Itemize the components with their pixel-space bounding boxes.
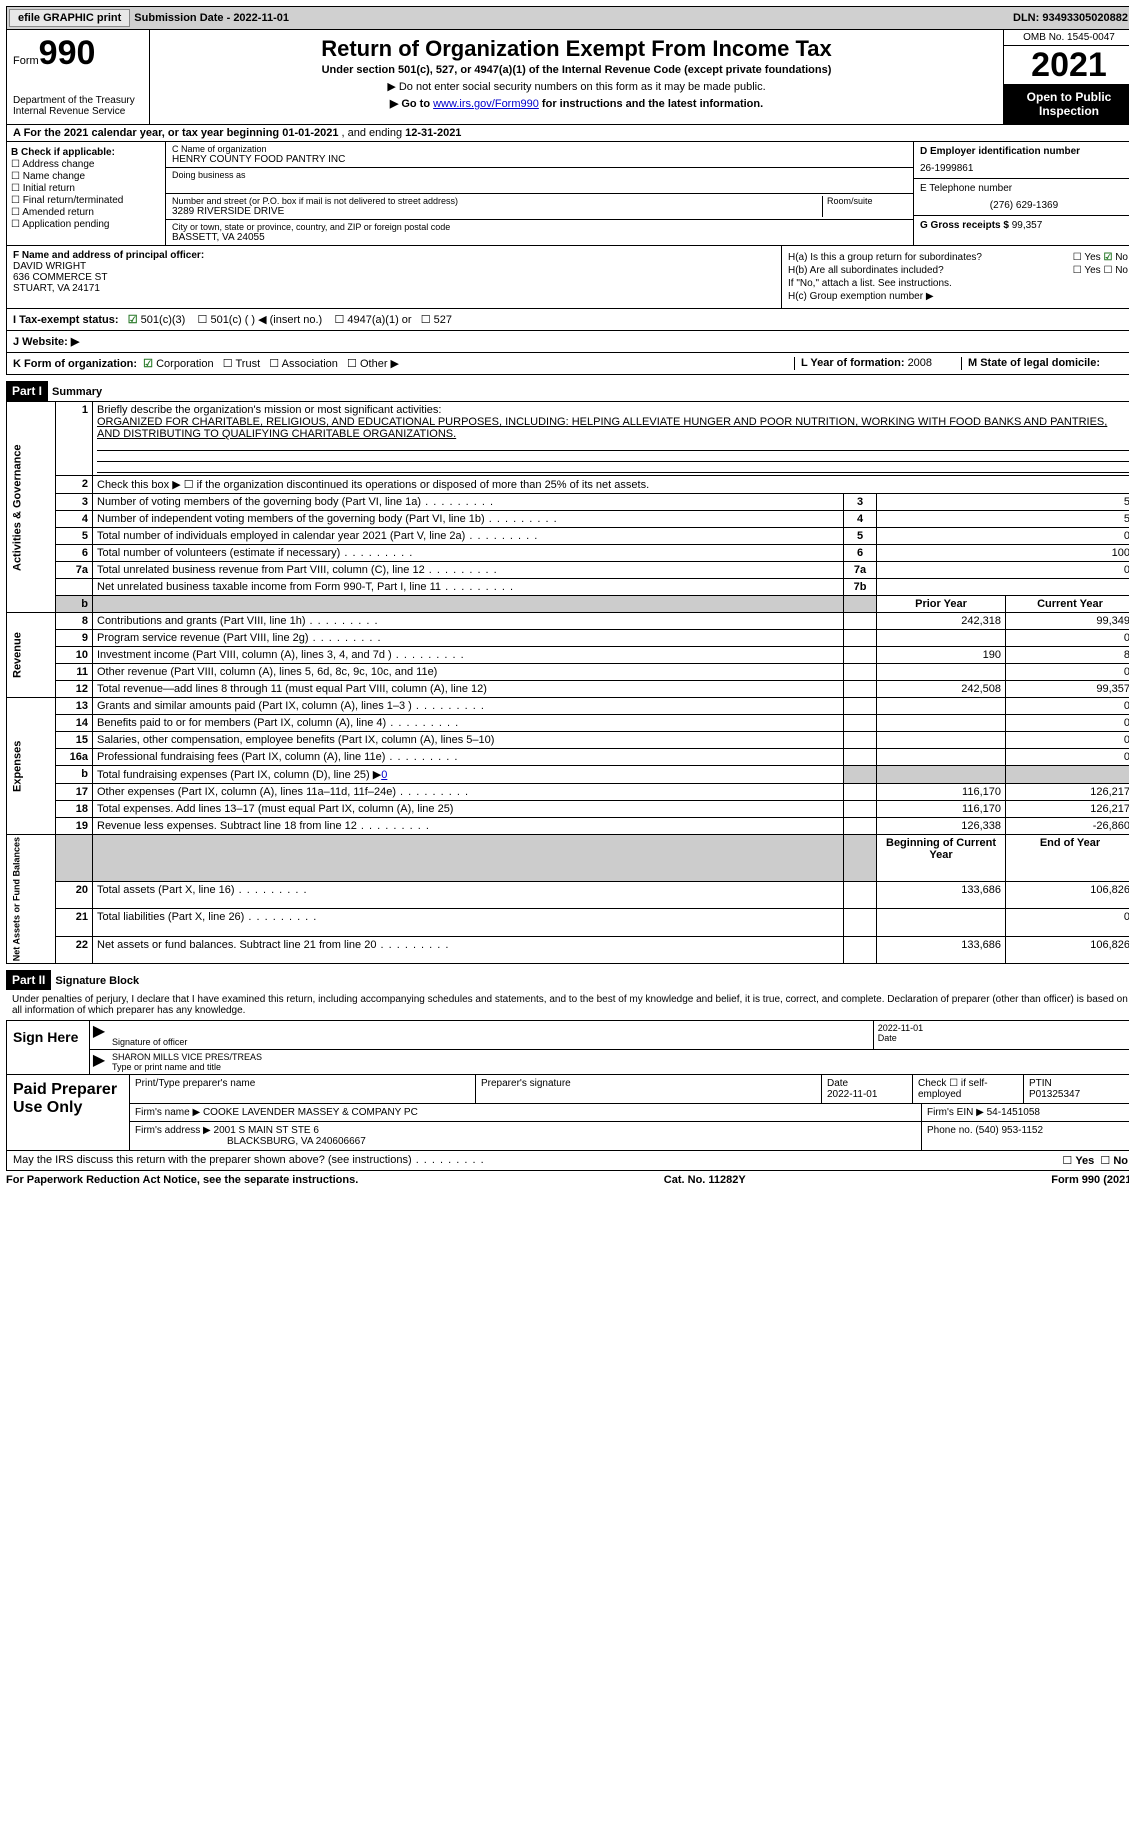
form-subtitle: Under section 501(c), 527, or 4947(a)(1)… (156, 64, 997, 76)
ein-label: D Employer identification number (920, 146, 1080, 157)
officer-city: STUART, VA 24171 (13, 283, 775, 294)
officer-street: 636 COMMERCE ST (13, 272, 775, 283)
city-label: City or town, state or province, country… (172, 222, 907, 232)
part2-header: Part IISignature Block (6, 970, 1129, 990)
row-klm: K Form of organization: ☑ Corporation ☐ … (6, 353, 1129, 375)
signature-block: Sign Here ▶ Signature of officer 2022-11… (6, 1020, 1129, 1075)
mission-text: ORGANIZED FOR CHARITABLE, RELIGIOUS, AND… (97, 416, 1107, 440)
part1-header: Part ISummary (6, 381, 1129, 401)
row-i-tax-status: I Tax-exempt status: ☑ 501(c)(3) ☐ 501(c… (6, 309, 1129, 331)
room-label: Room/suite (827, 196, 907, 206)
officer-name: DAVID WRIGHT (13, 261, 775, 272)
officer-group-block: F Name and address of principal officer:… (6, 246, 1129, 309)
tel-label: E Telephone number (920, 183, 1128, 194)
address: 3289 RIVERSIDE DRIVE (172, 206, 818, 217)
section-revenue: Revenue (7, 613, 56, 698)
dln: DLN: 93493305020882 (1013, 12, 1129, 24)
section-expenses: Expenses (7, 698, 56, 835)
omb-number: OMB No. 1545-0047 (1004, 30, 1129, 46)
gross-value: 99,357 (1012, 220, 1043, 231)
discuss-row: May the IRS discuss this return with the… (6, 1151, 1129, 1171)
form-title: Return of Organization Exempt From Incom… (156, 36, 997, 62)
dept-label: Department of the Treasury (13, 95, 143, 106)
row-j-website: J Website: ▶ (6, 331, 1129, 353)
officer-label: F Name and address of principal officer: (13, 250, 204, 261)
open-inspection-badge: Open to Public Inspection (1004, 84, 1129, 124)
address-label: Number and street (or P.O. box if mail i… (172, 196, 818, 206)
signature-declaration: Under penalties of perjury, I declare th… (6, 990, 1129, 1020)
dba-label: Doing business as (172, 170, 907, 180)
form-note1: ▶ Do not enter social security numbers o… (156, 80, 997, 93)
footer-row: For Paperwork Reduction Act Notice, see … (6, 1171, 1129, 1189)
org-name: HENRY COUNTY FOOD PANTRY INC (172, 154, 907, 165)
tax-year: 2021 (1004, 46, 1129, 84)
summary-table: Activities & Governance 1 Briefly descri… (6, 401, 1129, 964)
org-name-label: C Name of organization (172, 144, 907, 154)
fundraising-link[interactable]: 0 (381, 769, 387, 781)
hc-row: H(c) Group exemption number ▶ (788, 291, 1128, 302)
section-ag: Activities & Governance (7, 402, 56, 613)
submission-date: Submission Date - 2022-11-01 (134, 12, 289, 24)
identity-block: B Check if applicable: ☐ Address change … (6, 142, 1129, 246)
top-bar: efile GRAPHIC print Submission Date - 20… (6, 6, 1129, 30)
section-netassets: Net Assets or Fund Balances (7, 835, 56, 964)
hb-row: H(b) Are all subordinates included? ☐ Ye… (788, 265, 1128, 276)
sign-here-label: Sign Here (7, 1021, 90, 1074)
city: BASSETT, VA 24055 (172, 232, 907, 243)
form-header: Form990 Department of the Treasury Inter… (6, 30, 1129, 125)
col-b-checkboxes: B Check if applicable: ☐ Address change … (7, 142, 166, 245)
irs-link[interactable]: www.irs.gov/Form990 (433, 98, 539, 110)
tel-value: (276) 629-1369 (920, 200, 1128, 211)
form-note2: ▶ Go to www.irs.gov/Form990 for instruct… (156, 97, 997, 110)
irs-label: Internal Revenue Service (13, 106, 143, 117)
ha-row: H(a) Is this a group return for subordin… (788, 252, 1128, 263)
efile-print-button[interactable]: efile GRAPHIC print (9, 9, 130, 27)
hb2-row: If "No," attach a list. See instructions… (788, 278, 1128, 289)
row-a-tax-year: A For the 2021 calendar year, or tax yea… (6, 125, 1129, 142)
preparer-block: Paid Preparer Use Only Print/Type prepar… (6, 1075, 1129, 1151)
preparer-title: Paid Preparer Use Only (7, 1075, 130, 1150)
officer-print-name: SHARON MILLS VICE PRES/TREAS (112, 1052, 1129, 1062)
form-number: Form990 (13, 34, 143, 73)
ein-value: 26-1999861 (920, 163, 1128, 174)
gross-label: G Gross receipts $ (920, 220, 1012, 231)
